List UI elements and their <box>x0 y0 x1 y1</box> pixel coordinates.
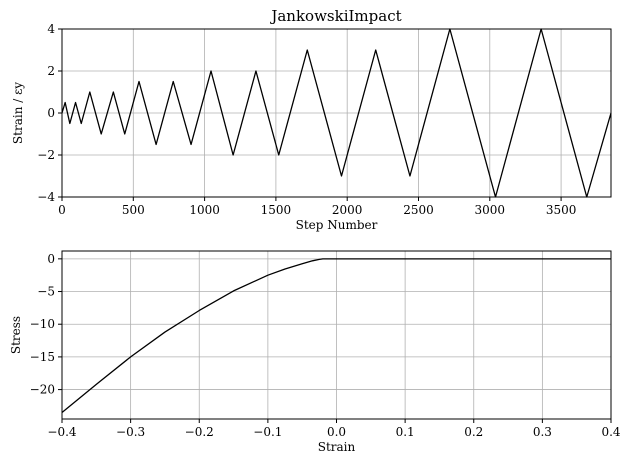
y-tick-label: 0 <box>47 252 55 266</box>
x-axis-label: Step Number <box>296 218 378 232</box>
y-axis-label: Stress <box>9 316 23 354</box>
x-tick-label: −0.1 <box>253 425 282 439</box>
x-tick-label: −0.2 <box>185 425 214 439</box>
y-axis-label: Strain / εy <box>11 82 25 144</box>
series-line <box>61 258 611 413</box>
x-tick-label: 500 <box>122 203 145 217</box>
chart-title: JankowskiImpact <box>269 7 401 25</box>
x-tick-label: 0 <box>58 203 66 217</box>
x-tick-label: 0.1 <box>396 425 415 439</box>
x-tick-label: 2000 <box>332 203 363 217</box>
y-tick-label: 2 <box>47 64 55 78</box>
x-tick-label: 1000 <box>189 203 220 217</box>
x-tick-label: 0.3 <box>533 425 552 439</box>
x-tick-label: 0.4 <box>601 425 620 439</box>
x-axis-label: Strain <box>318 440 356 454</box>
bottom-chart-panel: −0.4 −0.3 −0.2 −0.1 0.0 0.1 0.2 0.3 0.4 −20 −15 −10… <box>9 250 621 454</box>
x-tick-label: 3500 <box>546 203 577 217</box>
y-tick-label: −10 <box>30 317 55 331</box>
x-tick-label: 1500 <box>261 203 292 217</box>
x-tick-label: 2500 <box>403 203 434 217</box>
x-tick-label: −0.4 <box>47 425 77 439</box>
y-tick-label: −5 <box>37 285 55 299</box>
x-tick-label: 0.0 <box>327 425 346 439</box>
y-tick-label: 0 <box>47 106 55 120</box>
series-line <box>61 28 612 198</box>
y-tick-label: −4 <box>37 190 55 204</box>
x-tick-label: 0.2 <box>464 425 483 439</box>
x-tick-label: 3000 <box>475 203 506 217</box>
x-tick-label: −0.3 <box>116 425 145 439</box>
y-tick-label: 4 <box>47 22 55 36</box>
y-tick-label: −20 <box>30 383 55 397</box>
y-tick-label: −15 <box>30 350 55 364</box>
top-chart-panel: 0 500 1000 1500 2000 2500 3000 3500 −4 −2 0 2 4 Janko… <box>11 7 612 232</box>
y-tick-label: −2 <box>37 148 55 162</box>
